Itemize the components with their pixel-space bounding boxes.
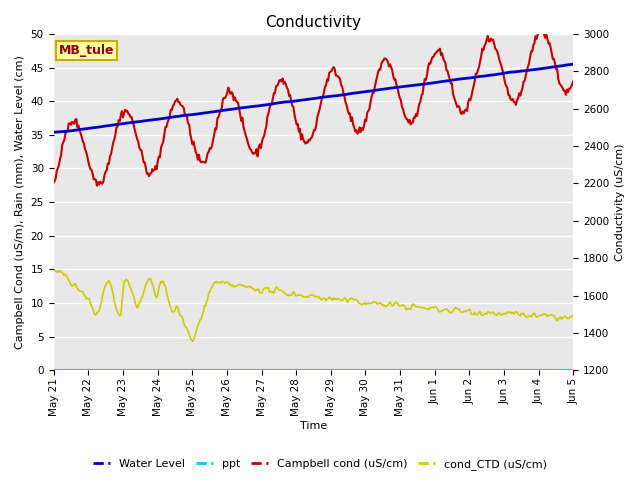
X-axis label: Time: Time xyxy=(300,421,327,432)
Y-axis label: Conductivity (uS/cm): Conductivity (uS/cm) xyxy=(615,144,625,261)
Legend: Water Level, ppt, Campbell cond (uS/cm), cond_CTD (uS/cm): Water Level, ppt, Campbell cond (uS/cm),… xyxy=(89,455,551,474)
Y-axis label: Campbell Cond (uS/m), Rain (mm), Water Level (cm): Campbell Cond (uS/m), Rain (mm), Water L… xyxy=(15,55,25,349)
Text: MB_tule: MB_tule xyxy=(59,44,114,57)
Title: Conductivity: Conductivity xyxy=(266,15,362,30)
